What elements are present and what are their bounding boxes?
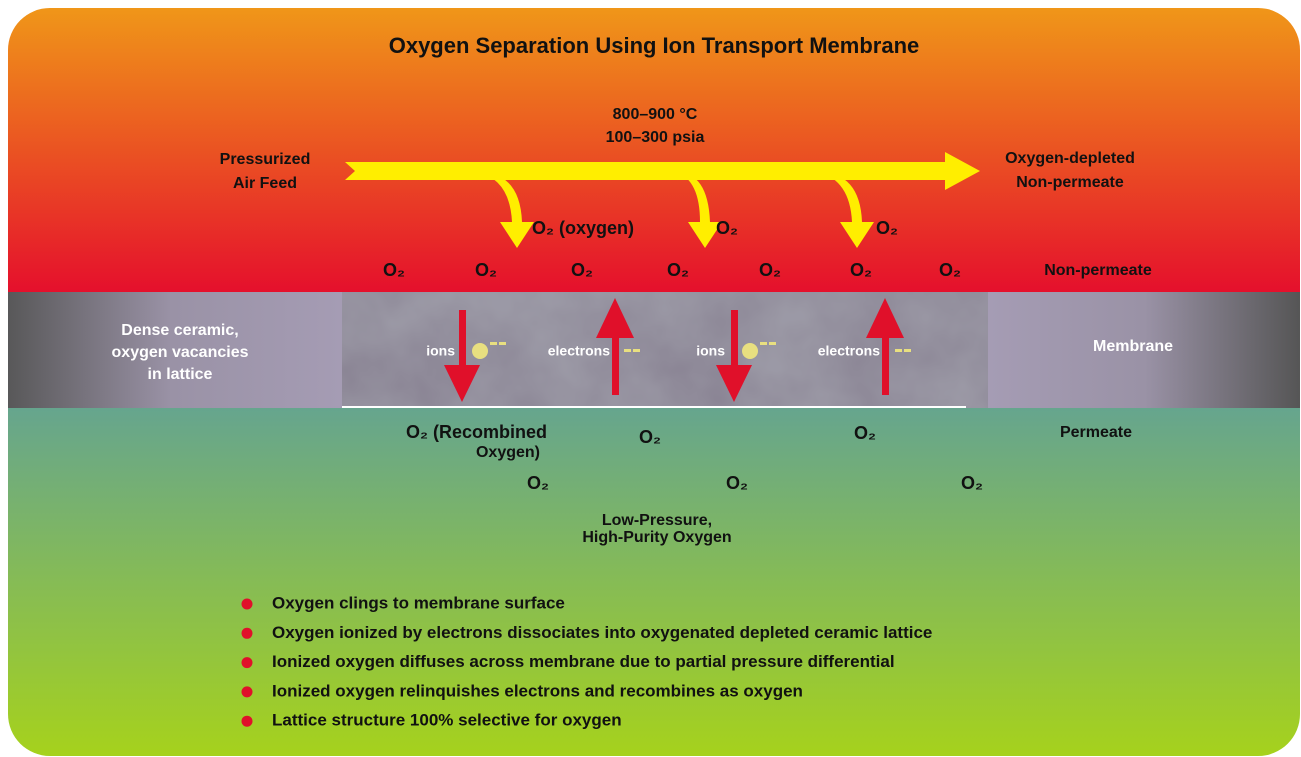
bullet-dot xyxy=(241,657,253,669)
molecule: O₂ xyxy=(854,423,876,443)
transport-label: ions xyxy=(696,343,725,359)
molecule: O₂ xyxy=(475,260,497,280)
output-label: Oxygen-depleted xyxy=(1005,150,1135,167)
transport-label: ions xyxy=(426,343,455,359)
membrane-description: oxygen vacancies xyxy=(112,344,249,361)
transport-label: electrons xyxy=(818,343,880,359)
molecule: O₂ xyxy=(850,260,872,280)
bullet-dot xyxy=(241,715,253,727)
bullet-dot xyxy=(241,627,253,639)
branch-label: O₂ xyxy=(716,218,738,238)
feed-label: Air Feed xyxy=(233,175,297,192)
recombined-label: O₂ (Recombined xyxy=(406,422,547,442)
bullet-text: Oxygen ionized by electrons dissociates … xyxy=(272,623,932,642)
molecule: O₂ xyxy=(571,260,593,280)
transport-arrows xyxy=(444,298,904,402)
molecule: O₂ xyxy=(759,260,781,280)
membrane-description: Dense ceramic, xyxy=(121,322,238,339)
condition: 800–900 °C xyxy=(613,106,698,123)
product-label: High-Purity Oxygen xyxy=(582,529,731,546)
molecule: O₂ xyxy=(667,260,689,280)
output-label: Non-permeate xyxy=(1016,174,1124,191)
condition: 100–300 psia xyxy=(606,129,705,146)
branch-label: O₂ (oxygen) xyxy=(532,218,634,238)
molecule: O₂ xyxy=(383,260,405,280)
zone-label: Non-permeate xyxy=(1044,262,1152,279)
product-label: Low-Pressure, xyxy=(602,512,712,529)
molecule: O₂ xyxy=(527,473,549,493)
zone-label: Membrane xyxy=(1093,338,1173,355)
recombined-label: Oxygen) xyxy=(476,444,540,461)
molecule: O₂ xyxy=(939,260,961,280)
bullet-text: Oxygen clings to membrane surface xyxy=(272,593,565,612)
bullet-dot xyxy=(241,686,253,698)
air-arrows xyxy=(345,152,980,248)
molecule: O₂ xyxy=(961,473,983,493)
bullet-dot xyxy=(241,598,253,610)
bullet-text: Ionized oxygen diffuses across membrane … xyxy=(272,652,895,671)
feed-label: Pressurized xyxy=(220,151,311,168)
zone-label: Permeate xyxy=(1060,424,1132,441)
charges xyxy=(472,342,911,359)
bullet-text: Lattice structure 100% selective for oxy… xyxy=(272,711,622,730)
bullet-text: Ionized oxygen relinquishes electrons an… xyxy=(272,681,803,700)
branch-label: O₂ xyxy=(876,218,898,238)
molecule: O₂ xyxy=(639,427,661,447)
title: Oxygen Separation Using Ion Transport Me… xyxy=(389,33,920,58)
transport-label: electrons xyxy=(548,343,610,359)
membrane-description: in lattice xyxy=(148,366,213,383)
molecule: O₂ xyxy=(726,473,748,493)
